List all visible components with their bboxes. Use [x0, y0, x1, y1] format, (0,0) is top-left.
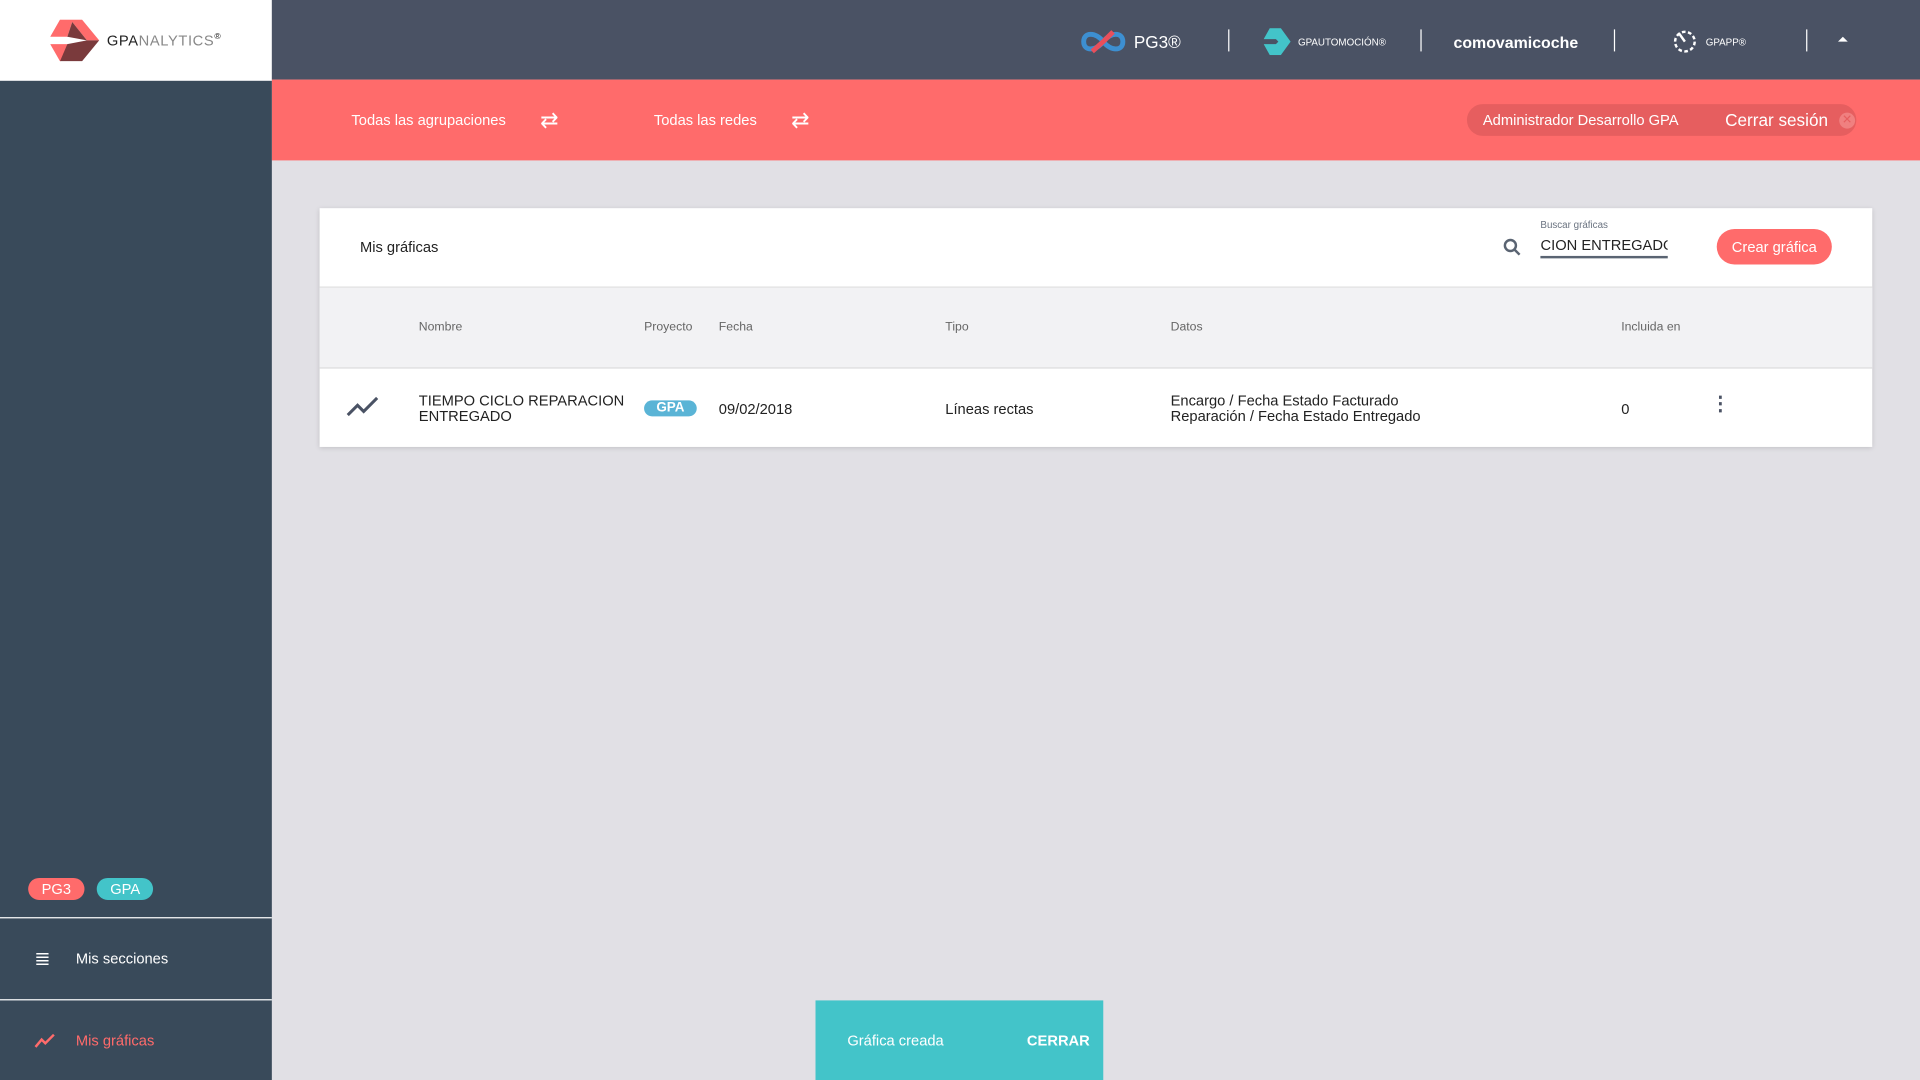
- column-fecha[interactable]: Fecha: [718, 320, 753, 335]
- top-bar: PG3® GPAUTOMOCIÓN® comovamicoche GPAPP®: [271, 0, 1920, 80]
- gpa-logo-icon: [50, 19, 100, 62]
- filter-label: Todas las redes: [653, 111, 757, 129]
- brand-gpapp[interactable]: GPAPP®: [1671, 27, 1746, 56]
- divider: [1228, 29, 1230, 52]
- filter-redes[interactable]: Todas las redes ⇄: [654, 80, 810, 161]
- logo-text: GPANALYTICS®: [106, 31, 222, 49]
- logout-button[interactable]: Cerrar sesión: [1725, 110, 1829, 130]
- column-proyecto[interactable]: Proyecto: [644, 320, 693, 335]
- caret-up-icon[interactable]: [1837, 36, 1848, 42]
- sidebar-item-label: Mis gráficas: [75, 1032, 155, 1050]
- sidebar-item-mis-graficas[interactable]: Mis gráficas: [0, 1002, 272, 1080]
- search-icon[interactable]: [1502, 238, 1522, 258]
- data-line: Reparación / Fecha Estado Entregado: [1170, 407, 1421, 425]
- data-line: Encargo / Fecha Estado Facturado: [1170, 391, 1399, 409]
- column-datos[interactable]: Datos: [1170, 320, 1203, 335]
- gpautomocion-logo-icon: [1263, 28, 1291, 56]
- brand-comovamicoche[interactable]: comovamicoche: [1453, 32, 1579, 51]
- line-chart-icon: [34, 1033, 55, 1048]
- card-title: Mis gráficas: [360, 238, 439, 256]
- brand-gpautomocion[interactable]: GPAUTOMOCIÓN®: [1263, 27, 1386, 56]
- swap-icon: ⇄: [540, 107, 559, 132]
- divider: [1420, 29, 1422, 52]
- table-header: Nombre Proyecto Fecha Tipo Datos Incluid…: [319, 287, 1873, 369]
- divider: [0, 999, 272, 1001]
- swap-icon: ⇄: [791, 107, 810, 132]
- column-nombre[interactable]: Nombre: [418, 320, 463, 335]
- project-pill-pg3[interactable]: PG3: [28, 877, 85, 901]
- brand-pg3[interactable]: PG3®: [1080, 27, 1181, 56]
- chart-date: 09/02/2018: [718, 399, 793, 417]
- divider: [1806, 29, 1808, 52]
- sidebar-item-label: Mis secciones: [75, 950, 169, 968]
- sidebar-item-mis-secciones[interactable]: ≣ Mis secciones: [0, 920, 272, 998]
- close-icon[interactable]: ✕: [1839, 112, 1855, 128]
- chart-name[interactable]: TIEMPO CICLO REPARACION ENTREGADO: [418, 391, 625, 425]
- column-incluida[interactable]: Incluida en: [1621, 320, 1681, 335]
- divider: [1613, 29, 1616, 52]
- pg3-logo-icon: [1081, 30, 1126, 54]
- divider: [0, 917, 272, 919]
- create-chart-button[interactable]: Crear gráfica: [1716, 228, 1832, 265]
- project-pill-gpa[interactable]: GPA: [96, 877, 154, 901]
- filter-bar: Todas las agrupaciones ⇄ Todas las redes…: [271, 79, 1920, 161]
- search-label: Buscar gráficas: [1540, 219, 1608, 231]
- user-name: Administrador Desarrollo GPA: [1482, 111, 1679, 129]
- filter-agrupaciones[interactable]: Todas las agrupaciones ⇄: [351, 80, 558, 161]
- included-count: 0: [1621, 399, 1630, 417]
- line-chart-icon: [346, 396, 379, 417]
- charts-card: Mis gráficas Buscar gráficas Crear gráfi…: [319, 208, 1873, 449]
- snackbar-message: Gráfica creada: [847, 1031, 944, 1049]
- chart-type: Líneas rectas: [945, 399, 1034, 417]
- gpapp-logo-icon: [1673, 30, 1696, 53]
- column-tipo[interactable]: Tipo: [945, 320, 969, 335]
- filter-label: Todas las agrupaciones: [351, 111, 506, 129]
- user-chip: Administrador Desarrollo GPA Cerrar sesi…: [1466, 104, 1857, 136]
- snackbar-close-button[interactable]: CERRAR: [1026, 1031, 1090, 1049]
- app-logo[interactable]: GPANALYTICS®: [0, 0, 272, 81]
- project-badge: GPA: [644, 400, 697, 417]
- snackbar: Gráfica creada CERRAR: [815, 1000, 1104, 1080]
- search-input[interactable]: [1540, 233, 1668, 259]
- menu-icon: ≣: [34, 948, 51, 970]
- sidebar: PG3 GPA ≣ Mis secciones Mis gráficas: [0, 80, 272, 1080]
- more-options-icon[interactable]: ⋮: [1710, 393, 1731, 415]
- table-row[interactable]: TIEMPO CICLO REPARACION ENTREGADO GPA 09…: [320, 369, 1873, 449]
- chart-data: Encargo / Fecha Estado Facturado Reparac…: [1171, 369, 1421, 449]
